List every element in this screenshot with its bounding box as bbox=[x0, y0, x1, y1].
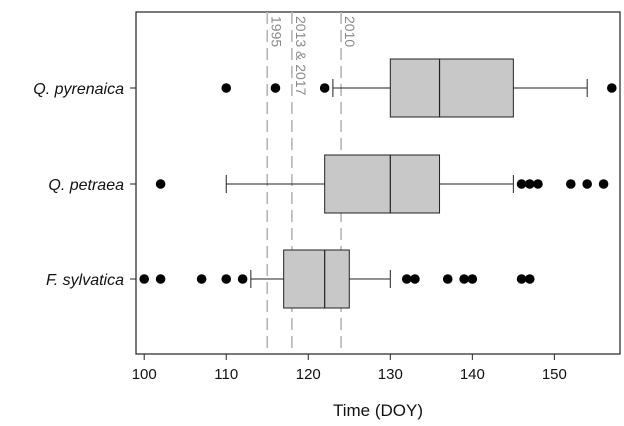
outlier-point bbox=[524, 179, 535, 189]
outlier-point bbox=[270, 83, 281, 93]
x-tick-label: 120 bbox=[296, 366, 321, 383]
box bbox=[389, 58, 514, 118]
outlier-point bbox=[533, 179, 543, 189]
x-tick-label: 140 bbox=[460, 366, 485, 383]
outlier-point bbox=[401, 274, 412, 284]
reference-line-label: 2010 bbox=[342, 16, 358, 47]
x-axis-title: Time (DOY) bbox=[333, 401, 423, 420]
box-group bbox=[221, 58, 617, 118]
outlier-point bbox=[565, 179, 576, 189]
outlier-point bbox=[606, 83, 617, 93]
box bbox=[283, 249, 350, 309]
reference-line-label: 1995 bbox=[268, 16, 284, 47]
y-category-label: Q. petraea bbox=[48, 177, 124, 194]
outlier-point bbox=[516, 274, 527, 284]
reference-line-label: 2013 & 2017 bbox=[293, 16, 309, 96]
outlier-point bbox=[221, 83, 232, 93]
outlier-point bbox=[516, 179, 527, 189]
outlier-point bbox=[155, 274, 166, 284]
outlier-point bbox=[221, 274, 232, 284]
outlier-point bbox=[237, 274, 248, 284]
outlier-point bbox=[410, 274, 420, 284]
x-tick-label: 100 bbox=[132, 366, 157, 383]
y-category-label: Q. pyrenaica bbox=[33, 81, 124, 98]
x-tick-label: 130 bbox=[378, 366, 403, 383]
outlier-point bbox=[196, 274, 207, 284]
outlier-point bbox=[139, 274, 150, 284]
x-tick-label: 110 bbox=[214, 366, 238, 383]
outlier-point bbox=[459, 274, 469, 284]
x-axis-ticks: 100 110 120 130 140 150 bbox=[132, 354, 567, 383]
y-category-label: F. sylvatica bbox=[46, 272, 124, 289]
plot-area-frame bbox=[135, 11, 621, 355]
outlier-point bbox=[524, 274, 535, 284]
y-axis-ticks: Q. pyrenaica Q. petraea F. sylvatica bbox=[33, 81, 136, 289]
outlier-point bbox=[155, 179, 166, 189]
boxplot-series bbox=[139, 58, 617, 309]
outlier-point bbox=[467, 274, 478, 284]
outlier-point bbox=[582, 179, 592, 189]
outlier-point bbox=[319, 83, 330, 93]
box-group bbox=[139, 249, 535, 309]
box-group bbox=[155, 154, 609, 214]
x-tick-label: 150 bbox=[542, 366, 567, 383]
outlier-point bbox=[442, 274, 453, 284]
box bbox=[324, 154, 441, 214]
outlier-point bbox=[598, 179, 609, 189]
